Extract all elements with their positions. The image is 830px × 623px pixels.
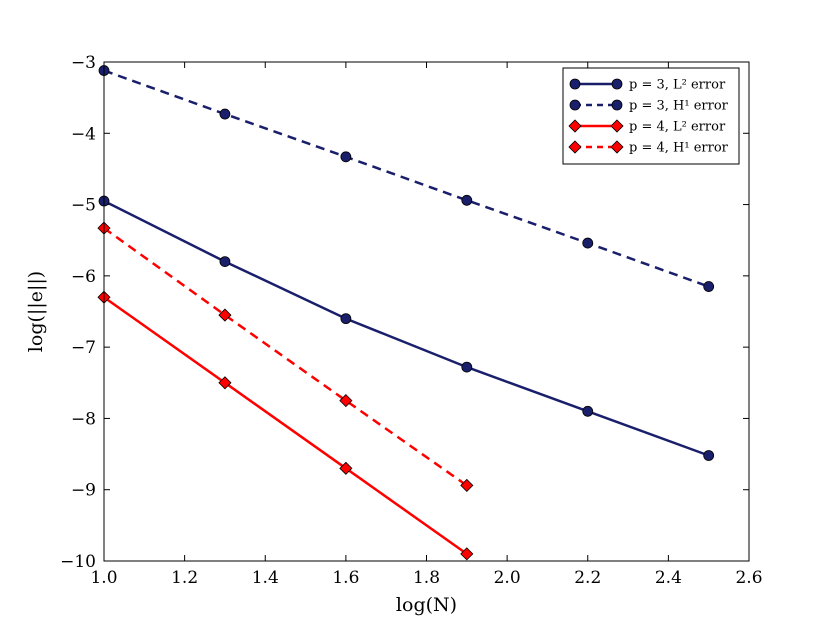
x-axis-label: log(N) [396,594,457,616]
series-3 [97,290,474,561]
data-point [339,461,353,475]
data-point [218,308,232,322]
axis-ticks: 1.0 1.2 1.4 1.6 1.8 2.0 2.2 2.4 2.6 −10 −9 −8 −7 −6 −5… [60,53,762,588]
legend-marker [610,119,624,133]
y-tick-label: −6 [71,267,96,287]
legend-marker [568,119,582,133]
data-point [219,256,231,268]
series-1 [98,195,715,461]
series-2 [98,65,715,292]
legend-marker [569,78,581,90]
data-point [582,405,594,417]
y-tick-label: −10 [60,552,96,572]
x-tick-label: 1.6 [332,568,359,588]
legend-marker [611,99,623,111]
legend-marker [610,140,624,154]
data-point [218,376,232,390]
x-tick-label: 1.0 [90,568,117,588]
legend-label: p = 3, L² error [629,78,726,93]
x-tick-label: 2.6 [735,568,762,588]
data-point [460,547,474,561]
x-tick-label: 2.0 [494,568,521,588]
y-axis-label: log(||e||) [25,271,47,352]
data-point [340,151,352,163]
y-tick-label: −7 [71,338,96,358]
x-tick-label: 1.4 [252,568,279,588]
legend-label: p = 4, H¹ error [629,141,729,156]
data-point [460,478,474,493]
data-point [461,194,473,206]
data-point [219,108,231,120]
legend-label: p = 3, H¹ error [629,99,729,114]
legend-marker [569,99,581,111]
legend-marker [568,140,582,154]
series-line [103,69,710,288]
data-point [582,237,594,249]
x-tick-label: 1.8 [413,568,440,588]
y-tick-label: −9 [71,481,96,501]
data-point [703,450,715,461]
plot-frame [103,61,750,562]
x-tick-label: 2.2 [574,568,601,588]
series-line [103,199,710,457]
legend: p = 3, L² error p = 3, H¹ error p = 4, L² … [562,67,740,165]
x-tick-label: 1.2 [171,568,198,588]
legend-label: p = 4, L² error [629,120,726,135]
data-point [340,313,352,325]
y-tick-label: −5 [71,196,96,216]
y-tick-label: −4 [71,124,96,144]
x-tick-label: 2.4 [655,568,682,588]
data-point [703,281,715,292]
y-tick-label: −3 [71,53,96,73]
data-point [461,361,473,373]
chart-series [97,65,715,561]
legend-marker [611,78,623,90]
series-line [103,296,468,555]
series-line [103,227,468,487]
series-4 [97,221,474,493]
y-tick-label: −8 [71,409,96,429]
data-point [339,394,353,408]
